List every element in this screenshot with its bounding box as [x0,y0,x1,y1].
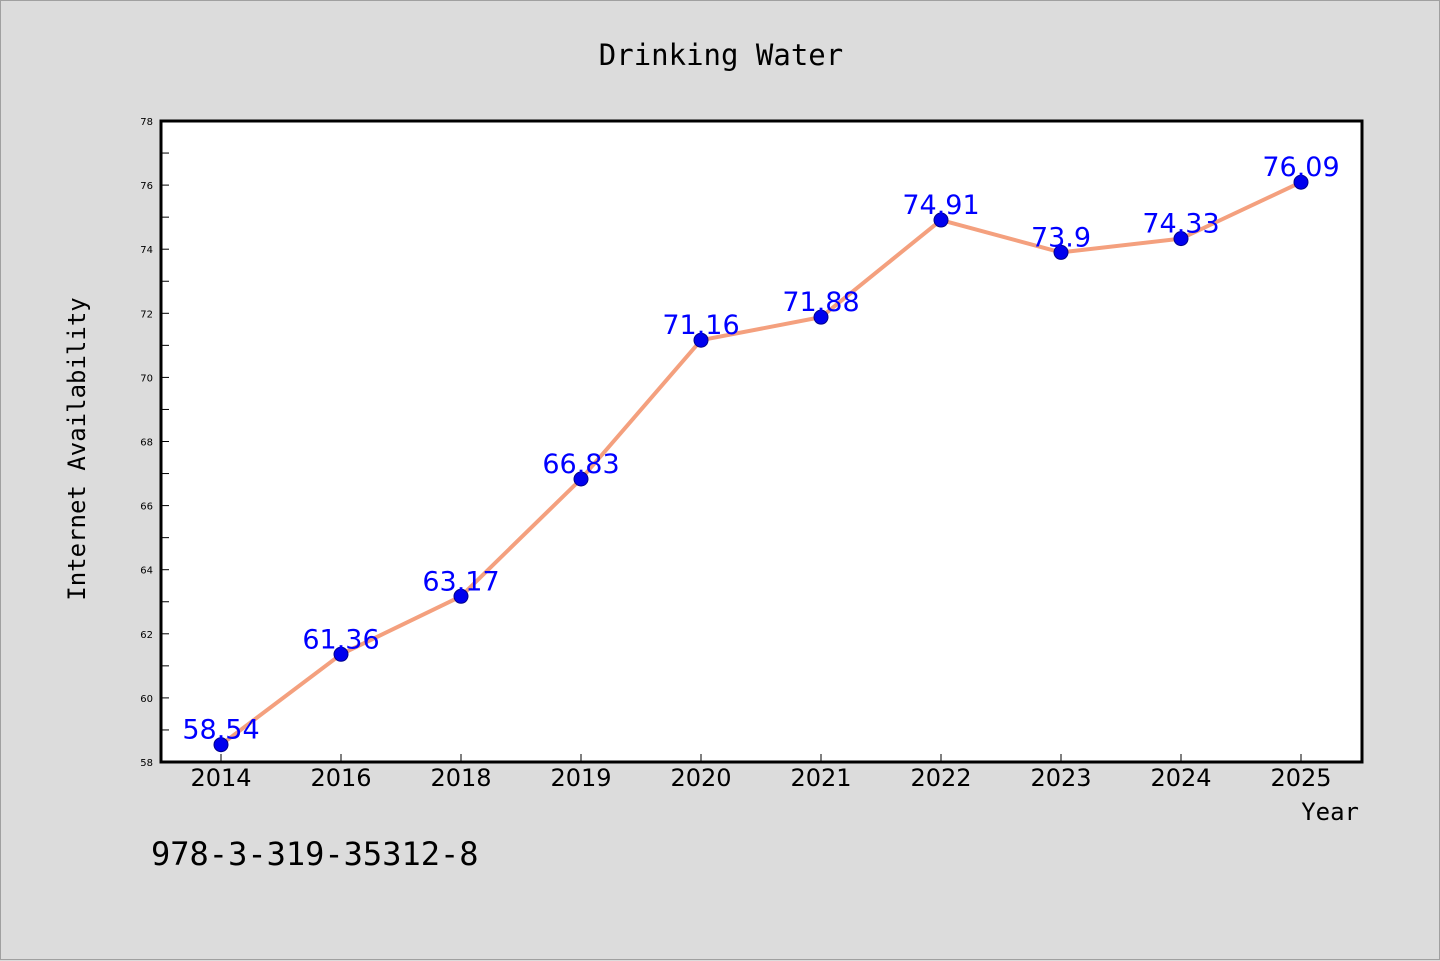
data-point [1293,174,1309,190]
data-label: 61.36 [302,624,379,655]
data-point [933,212,949,228]
x-tick-label: 2021 [790,764,851,792]
x-tick-label: 2023 [1030,764,1091,792]
x-tick-label: 2016 [310,764,371,792]
x-tick-label: 2022 [910,764,971,792]
data-point [1053,244,1069,260]
x-tick-label: 2018 [430,764,491,792]
y-tick-label: 78 [140,117,153,128]
y-tick-label: 66 [140,502,153,513]
y-tick-label: 68 [140,438,153,449]
y-tick-label: 62 [140,630,153,641]
data-label: 58.54 [182,715,259,746]
y-tick-label: 60 [140,694,153,705]
data-point [1173,231,1189,247]
data-label: 73.9 [1031,222,1091,253]
data-point [213,737,229,753]
data-label: 63.17 [422,566,499,597]
series-line [219,180,1303,747]
plot-area [159,119,1364,764]
series-layer: 58.54 61.36 63.17 66.83 71.16 71.88 74.91 73.9 7… [182,152,1340,753]
y-tick-label: 64 [140,566,153,577]
x-tick-label: 2025 [1270,764,1331,792]
footer-code: 978-3-319-35312-8 [151,835,479,873]
x-axis: 2014 2016 2018 2019 2020 2021 2022 2023 2024 2025 [190,754,1332,792]
y-tick-label: 72 [140,309,153,320]
chart-title: Drinking Water [599,38,843,72]
x-tick-label: 2014 [190,764,251,792]
x-tick-label: 2020 [670,764,731,792]
data-point [813,309,829,325]
y-axis-label: Internet Availability [63,297,91,600]
y-tick-label: 58 [140,758,153,769]
y-tick-label: 74 [140,245,153,256]
x-tick-label: 2019 [550,764,611,792]
x-tick-label: 2024 [1150,764,1211,792]
data-point [453,588,469,604]
data-label: 74.91 [902,190,979,221]
y-axis: 58 60 62 64 66 68 70 72 74 76 78 [140,117,169,769]
data-label: 74.33 [1142,209,1219,240]
y-tick-label: 76 [140,181,153,192]
data-label: 66.83 [542,449,619,480]
data-point [333,646,349,662]
data-point [693,332,709,348]
data-label: 71.16 [662,310,739,341]
x-axis-label: Year [1301,798,1359,826]
data-point [573,471,589,487]
data-label: 76.09 [1262,152,1339,183]
data-label: 71.88 [782,287,859,318]
y-tick-label: 70 [140,373,153,384]
